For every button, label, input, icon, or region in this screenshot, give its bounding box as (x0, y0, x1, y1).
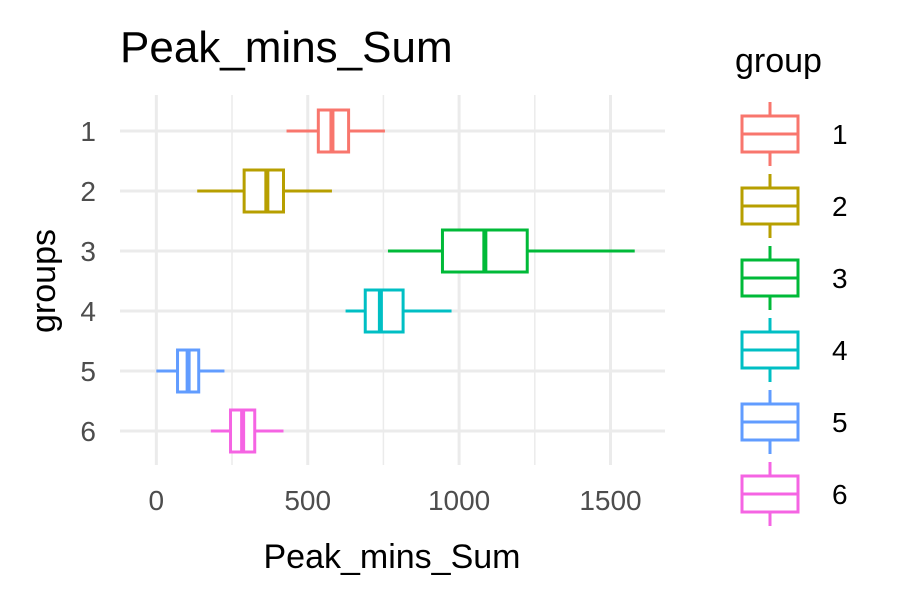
box-series (156, 108, 635, 454)
legend-label: 2 (832, 191, 848, 222)
box-group-4 (345, 288, 452, 334)
x-axis-title: Peak_mins_Sum (263, 538, 520, 576)
legend-label: 6 (832, 479, 848, 510)
legend-item-5: 5 (740, 390, 848, 454)
box-group-2 (197, 168, 332, 214)
x-tick-label: 1500 (579, 485, 641, 516)
legend-label: 4 (832, 335, 848, 366)
y-tick-label: 5 (80, 356, 96, 387)
legend-item-2: 2 (740, 174, 848, 238)
legend-label: 3 (832, 263, 848, 294)
box-group-3 (387, 228, 635, 274)
y-axis-title: groups (25, 229, 63, 333)
legend-item-6: 6 (740, 462, 848, 526)
y-axis-ticks: 1 2 3 4 5 6 (80, 116, 96, 447)
chart-title: Peak_mins_Sum (120, 23, 453, 72)
x-tick-label: 1000 (428, 485, 490, 516)
grid-lines (120, 95, 665, 465)
legend-item-3: 3 (740, 246, 848, 310)
box-group-1 (286, 108, 385, 154)
box-group-5 (156, 348, 225, 394)
legend-title: group (735, 42, 822, 80)
box-group-6 (210, 408, 284, 454)
y-tick-label: 2 (80, 176, 96, 207)
box-iqr (363, 288, 405, 334)
legend-item-1: 1 (740, 102, 848, 166)
box-iqr (242, 168, 285, 214)
legend-label: 5 (832, 407, 848, 438)
y-tick-label: 4 (80, 296, 96, 327)
legend-item-4: 4 (740, 318, 848, 382)
y-tick-label: 3 (80, 236, 96, 267)
x-tick-label: 500 (284, 485, 331, 516)
legend: group 1 2 3 4 5 6 (735, 42, 848, 526)
legend-label: 1 (832, 119, 848, 150)
y-tick-label: 6 (80, 416, 96, 447)
x-axis-ticks: 0 500 1000 1500 (149, 485, 642, 516)
x-tick-label: 0 (149, 485, 165, 516)
y-tick-label: 1 (80, 116, 96, 147)
